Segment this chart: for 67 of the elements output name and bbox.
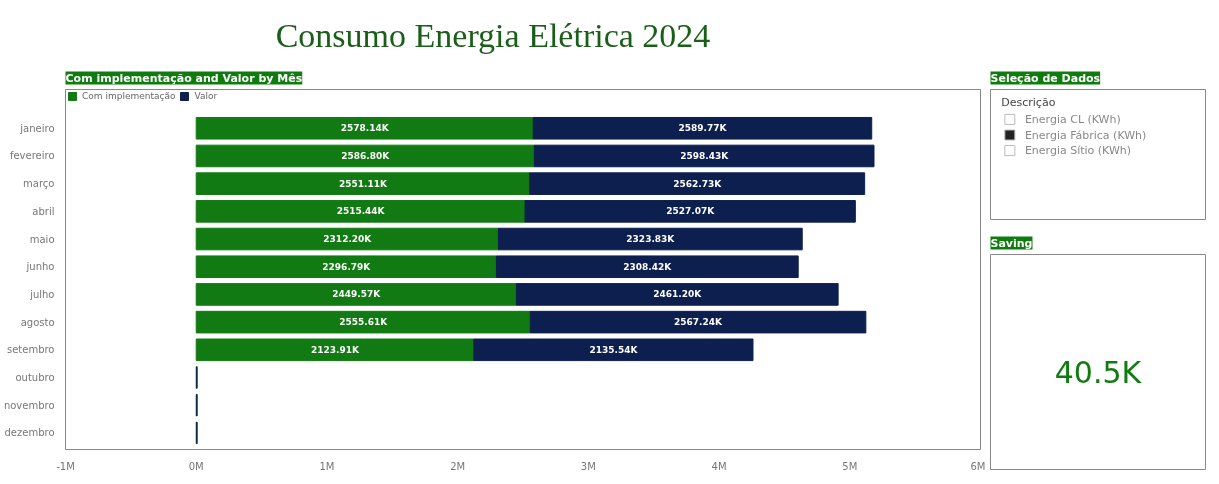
data-label: 2515.44K [336,206,386,217]
data-label: 2562.73K [673,178,723,189]
bar [195,255,497,279]
data-label: 2123.91K [311,344,361,355]
legend-label: Valor [194,91,218,101]
bar [533,144,875,168]
data-label: 2308.42K [623,261,673,272]
data-label: 2589.77K [678,123,728,134]
y-tick-label: outubro [15,372,55,383]
data-label: 2551.11K [338,178,388,189]
x-tick-label: 2M [450,460,466,472]
y-tick-label: fevereiro [9,150,55,162]
y-tick-label: julho [29,288,55,300]
y-tick-label: junho [25,261,55,273]
bar [473,338,754,362]
x-tick-label: 3M [580,460,596,472]
bar [195,310,531,334]
text: 40.5K [1054,355,1143,391]
text: Seleção de Dados [990,71,1101,85]
data-label: 2135.54K [589,344,639,355]
y-tick-label: maio [29,233,55,245]
bar [529,172,866,195]
y-tick-label: setembro [6,344,55,356]
y-tick-label: dezembro [4,427,55,439]
legend-label: Com implementação [82,91,176,101]
y-tick-label: abril [32,205,55,217]
bar [195,338,475,362]
x-tick-label: -1M [56,460,75,472]
data-label: 2527.07K [666,206,716,217]
bar [495,255,799,279]
bar [524,200,856,223]
x-tick-label: 1M [319,460,335,472]
data-label: 2555.61K [339,317,389,328]
bar [195,283,517,306]
x-tick-label: 6M [970,460,986,472]
data-label: 2461.20K [653,289,703,300]
x-tick-label: 0M [188,460,204,472]
y-tick-label: janeiro [19,122,55,134]
category-label: Energia Fábrica (KWh) [1024,128,1147,142]
data-label: 2449.57K [332,289,382,300]
data-label: 2598.43K [680,150,730,161]
bar [195,116,534,140]
bar [497,227,803,251]
bar [515,283,839,306]
data-label: 2586.80K [341,150,391,161]
x-tick-label: 4M [711,460,727,472]
bar [532,116,873,140]
bar [529,310,867,334]
category-label: Energia CL (KWh) [1024,112,1121,126]
category-label: Energia Sítio (KWh) [1024,144,1132,158]
bar [195,200,526,223]
data-label: 2296.79K [322,261,372,272]
data-label: 2578.14K [340,123,390,134]
bar [195,172,531,195]
y-tick-label: agosto [20,316,55,328]
bar [195,227,499,251]
data-label: 2567.24K [674,317,724,328]
x-tick-label: 5M [842,460,858,472]
chart-title: Consumo Energia Elétrica 2024 [275,16,711,54]
data-label: 2323.83K [626,234,676,245]
text: Descrição [1001,96,1056,109]
y-tick-label: novembro [3,399,55,411]
y-tick-label: março [23,178,55,190]
bar [195,144,535,168]
text: Saving [990,236,1033,250]
data-label: 2312.20K [323,234,373,245]
chart-subtitle: Com implementação and Valor by Mês [65,71,303,85]
